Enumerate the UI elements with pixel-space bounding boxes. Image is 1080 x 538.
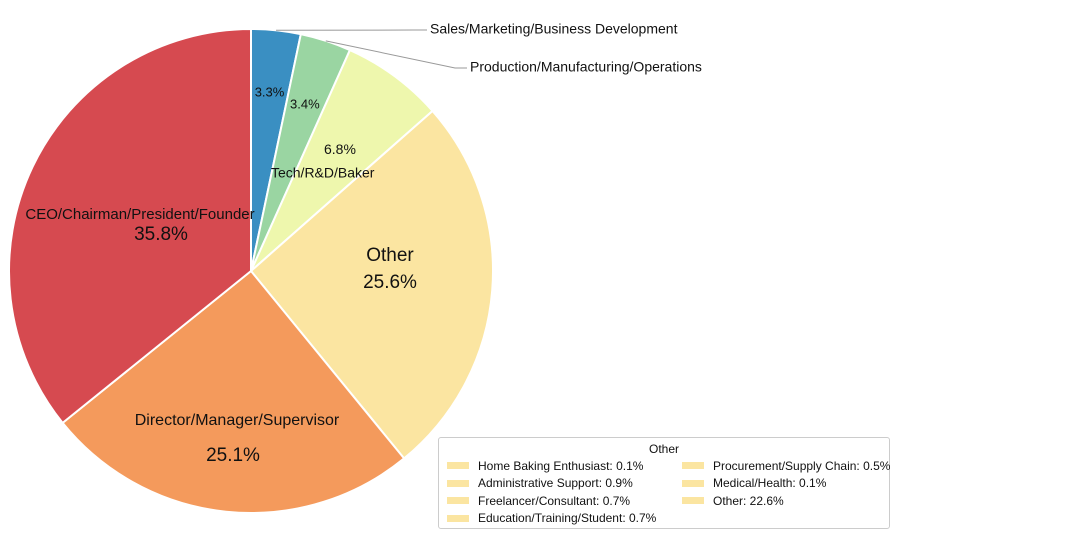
slice-percent-label-other: 25.6% xyxy=(363,272,417,293)
legend-entry-label: Other: 22.6% xyxy=(713,493,784,508)
slice-name-label-director-manager-supervisor: Director/Manager/Supervisor xyxy=(135,412,340,429)
slice-name-label-ceo-chairman-president-founder: CEO/Chairman/President/Founder xyxy=(25,206,254,223)
slice-percent-label-production-manufacturing-operations: 3.4% xyxy=(290,97,320,112)
leader-lines xyxy=(276,29,467,69)
slice-percent-label-ceo-chairman-president-founder: 35.8% xyxy=(134,224,188,245)
slice-name-label-other: Other xyxy=(366,245,414,266)
legend-entry: Administrative Support: 0.9% xyxy=(447,475,682,493)
legend-entry: Procurement/Supply Chain: 0.5% xyxy=(682,457,892,475)
legend-swatch xyxy=(682,497,704,505)
legend-entry-label: Procurement/Supply Chain: 0.5% xyxy=(713,458,891,473)
other-breakdown-legend: Other Home Baking Enthusiast: 0.1% Admini… xyxy=(438,437,890,529)
legend-entry-label: Medical/Health: 0.1% xyxy=(713,476,827,491)
legend-entry: Education/Training/Student: 0.7% xyxy=(447,510,682,528)
legend-swatch xyxy=(682,462,704,470)
slice-percent-label-director-manager-supervisor: 25.1% xyxy=(206,445,260,466)
legend-entry-label: Administrative Support: 0.9% xyxy=(478,476,633,491)
legend-entry: Other: 22.6% xyxy=(682,492,892,510)
slice-name-label-tech-r-d-baker: Tech/R&D/Baker xyxy=(271,164,375,180)
slice-labels: Sales/Marketing/Business Development 3.3%… xyxy=(25,21,702,466)
pie-slice-other xyxy=(249,109,494,460)
legend-entry-label: Education/Training/Student: 0.7% xyxy=(478,511,657,526)
legend-entries: Home Baking Enthusiast: 0.1% Administrati… xyxy=(439,457,892,528)
legend-entry: Medical/Health: 0.1% xyxy=(682,475,892,493)
legend-title: Other xyxy=(648,442,679,456)
slice-name-label-sales-marketing-business-development: Sales/Marketing/Business Development xyxy=(430,21,678,37)
slice-name-label-production-manufacturing-operations: Production/Manufacturing/Operations xyxy=(470,59,702,75)
legend-swatch xyxy=(447,514,469,522)
slice-percent-label-tech-r-d-baker: 6.8% xyxy=(324,141,356,157)
legend-entry: Home Baking Enthusiast: 0.1% xyxy=(447,457,682,475)
legend-swatch xyxy=(682,479,704,487)
legend-swatch xyxy=(447,497,469,505)
legend-swatch xyxy=(447,479,469,487)
pie-slice-director-manager-supervisor xyxy=(61,269,406,514)
pie-slice-ceo-chairman-president-founder xyxy=(8,27,252,425)
legend-entry: Freelancer/Consultant: 0.7% xyxy=(447,492,682,510)
slice-percent-label-sales-marketing-business-development: 3.3% xyxy=(255,84,285,99)
legend-swatch xyxy=(447,462,469,470)
pie-slices xyxy=(8,27,494,514)
legend-entry-label: Freelancer/Consultant: 0.7% xyxy=(478,493,631,508)
legend-entry-label: Home Baking Enthusiast: 0.1% xyxy=(478,458,644,473)
leader-line-production-manufacturing-operations xyxy=(325,40,467,69)
